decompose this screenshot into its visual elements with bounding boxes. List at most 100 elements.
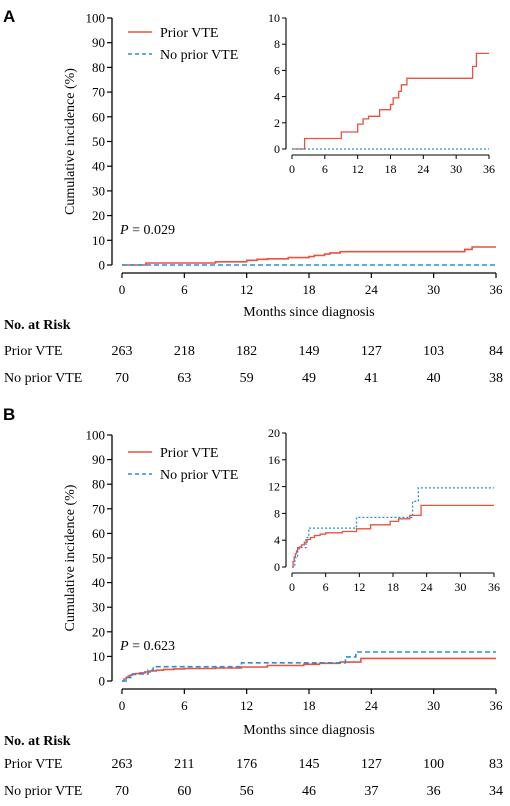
- y-tick-label: 70: [92, 501, 105, 516]
- risk-count: 182: [236, 344, 257, 359]
- risk-row-label: Prior VTE: [4, 344, 62, 359]
- x-tick-label: 6: [181, 698, 188, 713]
- inset-series-line-prior-vte: [292, 52, 489, 150]
- series-line-no-prior-vte: [122, 651, 496, 682]
- y-tick-label: 80: [92, 60, 105, 75]
- risk-count: 49: [302, 371, 316, 386]
- y-tick-label: 0: [99, 674, 106, 689]
- risk-count: 70: [115, 784, 129, 799]
- risk-table-title: No. at Risk: [4, 318, 71, 333]
- y-tick-label: 60: [92, 109, 105, 124]
- risk-row-label: No prior VTE: [4, 784, 82, 799]
- p-value-label: P = 0.029: [119, 223, 175, 238]
- risk-count: 211: [174, 757, 194, 772]
- y-tick-label: 100: [86, 428, 106, 443]
- legend-entry: Prior VTE: [160, 26, 218, 41]
- x-tick-label: 36: [490, 698, 504, 713]
- inset-y-tick-label: 0: [274, 560, 280, 574]
- risk-count: 37: [364, 784, 378, 799]
- y-tick-label: 20: [92, 208, 105, 223]
- inset-x-tick-label: 12: [353, 580, 365, 594]
- panel-letter: B: [3, 405, 15, 424]
- risk-count: 145: [299, 757, 320, 772]
- inset-x-tick-label: 6: [323, 580, 329, 594]
- inset-x-tick-label: 36: [488, 580, 500, 594]
- inset-series-line-prior-vte: [292, 504, 494, 568]
- y-tick-label: 10: [92, 649, 105, 664]
- x-tick-label: 18: [303, 282, 316, 297]
- inset-y-tick-label: 8: [274, 506, 280, 520]
- y-tick-label: 0: [99, 258, 106, 273]
- risk-count: 36: [427, 784, 441, 799]
- y-tick-label: 30: [92, 183, 105, 198]
- y-axis-label: Cumulative incidence (%): [63, 68, 78, 215]
- x-tick-label: 0: [119, 282, 126, 297]
- risk-count: 84: [489, 344, 503, 359]
- x-tick-label: 18: [303, 698, 316, 713]
- y-tick-label: 40: [92, 575, 105, 590]
- inset-x-tick-label: 0: [289, 162, 295, 176]
- inset-x-tick-label: 24: [421, 580, 433, 594]
- inset-x-tick-label: 6: [322, 162, 328, 176]
- inset-chart: 0 4 8 12 16 20 0 6 12 18 24 30 36: [268, 426, 500, 594]
- risk-count: 263: [112, 344, 133, 359]
- inset-y-tick-label: 20: [268, 426, 280, 440]
- y-tick-label: 60: [92, 526, 105, 541]
- risk-count: 149: [299, 344, 320, 359]
- x-tick-label: 30: [427, 282, 440, 297]
- risk-count: 100: [423, 757, 444, 772]
- risk-count: 38: [489, 371, 503, 386]
- y-tick-label: 70: [92, 85, 105, 100]
- inset-x-tick-label: 0: [289, 580, 295, 594]
- inset-y-tick-label: 12: [268, 480, 280, 494]
- y-tick-label: 50: [92, 134, 105, 149]
- risk-count: 59: [240, 371, 254, 386]
- y-tick-label: 40: [92, 159, 105, 174]
- risk-row-label: Prior VTE: [4, 757, 62, 772]
- risk-count: 176: [236, 757, 257, 772]
- x-tick-label: 12: [240, 282, 253, 297]
- x-tick-label: 12: [240, 698, 253, 713]
- y-tick-label: 10: [92, 233, 105, 248]
- legend-entry: No prior VTE: [160, 48, 238, 63]
- x-tick-label: 24: [365, 698, 379, 713]
- p-value-label: P = 0.623: [119, 639, 175, 654]
- inset-series-line-no-prior-vte: [292, 487, 494, 568]
- x-axis-label: Months since diagnosis: [243, 723, 374, 738]
- y-tick-label: 90: [92, 452, 105, 467]
- inset-x-tick-label: 30: [454, 580, 466, 594]
- risk-count: 34: [489, 784, 503, 799]
- inset-x-tick-label: 30: [450, 162, 462, 176]
- inset-y-tick-label: 10: [268, 11, 280, 25]
- risk-count: 41: [364, 371, 378, 386]
- y-tick-label: 30: [92, 600, 105, 615]
- risk-count: 40: [427, 371, 441, 386]
- inset-x-tick-label: 18: [385, 162, 397, 176]
- risk-table-title: No. at Risk: [4, 734, 71, 749]
- inset-x-tick-label: 12: [352, 162, 364, 176]
- x-axis-label: Months since diagnosis: [243, 305, 374, 320]
- inset-y-tick-label: 0: [274, 142, 280, 156]
- series-line-prior-vte: [122, 657, 496, 682]
- risk-count: 70: [115, 371, 129, 386]
- inset-x-tick-label: 36: [483, 162, 495, 176]
- inset-y-tick-label: 8: [274, 37, 280, 51]
- risk-count: 127: [361, 757, 382, 772]
- inset-x-tick-label: 18: [387, 580, 399, 594]
- y-tick-label: 90: [92, 35, 105, 50]
- y-tick-label: 20: [92, 624, 105, 639]
- x-tick-label: 6: [181, 282, 188, 297]
- x-tick-label: 0: [119, 698, 126, 713]
- risk-count: 46: [302, 784, 316, 799]
- inset-y-tick-label: 16: [268, 453, 280, 467]
- inset-y-tick-label: 4: [274, 90, 280, 104]
- y-tick-label: 50: [92, 551, 105, 566]
- risk-count: 263: [112, 757, 133, 772]
- inset-y-tick-label: 6: [274, 63, 280, 77]
- inset-x-tick-label: 24: [417, 162, 429, 176]
- y-tick-label: 80: [92, 477, 105, 492]
